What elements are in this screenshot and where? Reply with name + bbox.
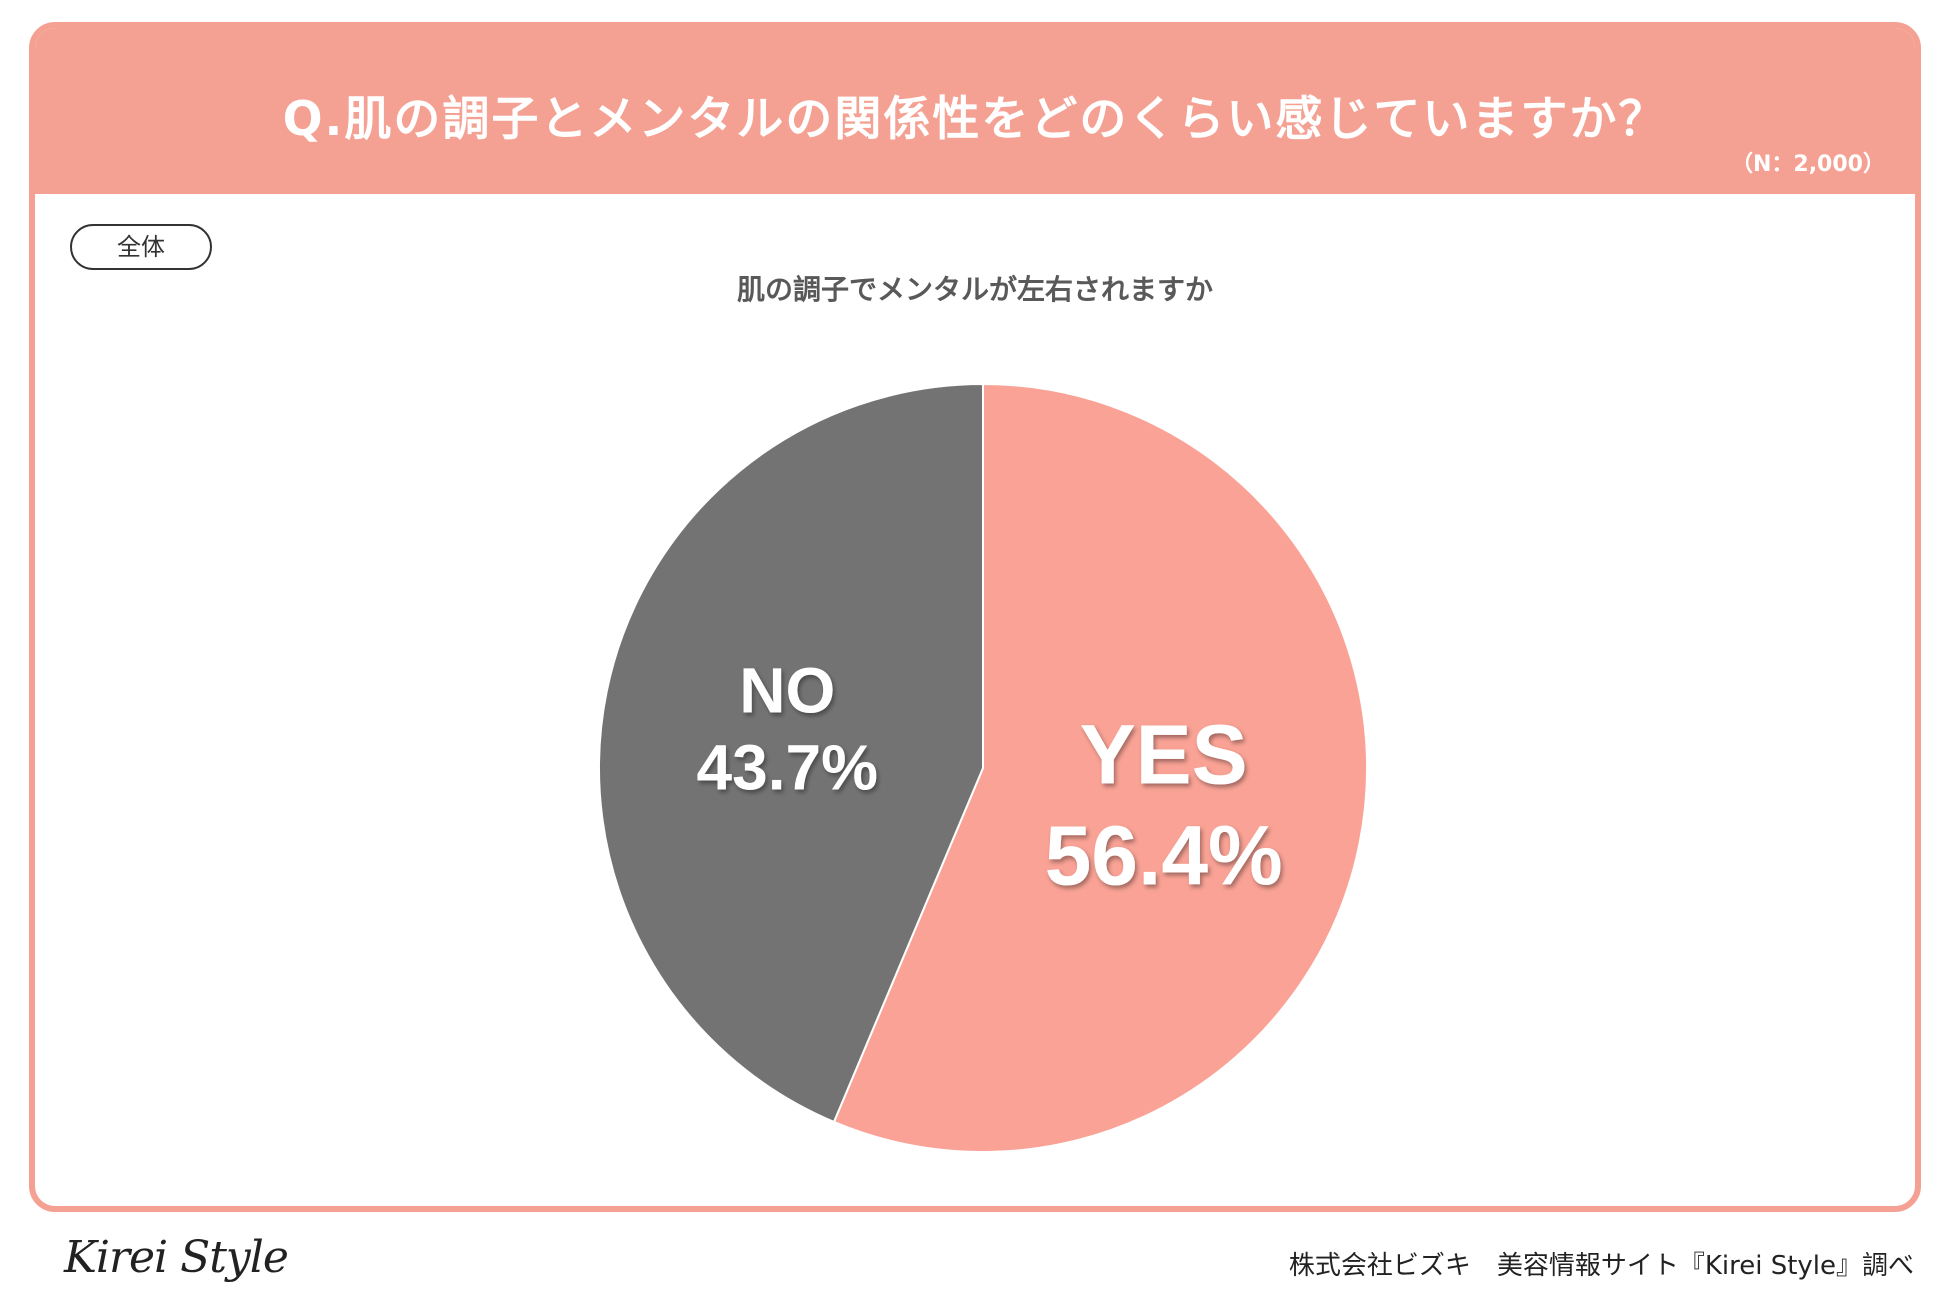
sample-size: （N：2,000） [1730, 152, 1885, 177]
pie-slice-no [598, 382, 984, 1124]
pie-slice-yes [832, 382, 1368, 1153]
slice-value-yes: 56.4% [1045, 808, 1283, 902]
survey-credit: 株式会社ビズキ 美容情報サイト『Kirei Style』調べ [1288, 1251, 1914, 1281]
slice-value-no: 43.7% [697, 731, 878, 803]
segment-label: 全体 [70, 224, 212, 270]
question-title: Q.肌の調子とメンタルの関係性をどのくらい感じていますか？ [282, 92, 1668, 147]
question-header: Q.肌の調子とメンタルの関係性をどのくらい感じていますか？ （N：2,000） [35, 28, 1915, 194]
chart-card: Q.肌の調子とメンタルの関係性をどのくらい感じていますか？ （N：2,000） … [29, 22, 1921, 1212]
slice-label-no: NO [739, 654, 835, 726]
slice-label-yes: YES [1080, 707, 1248, 801]
brand-logo: Kirei Style [64, 1232, 289, 1283]
chart-title: 肌の調子でメンタルが左右されますか [736, 273, 1213, 306]
